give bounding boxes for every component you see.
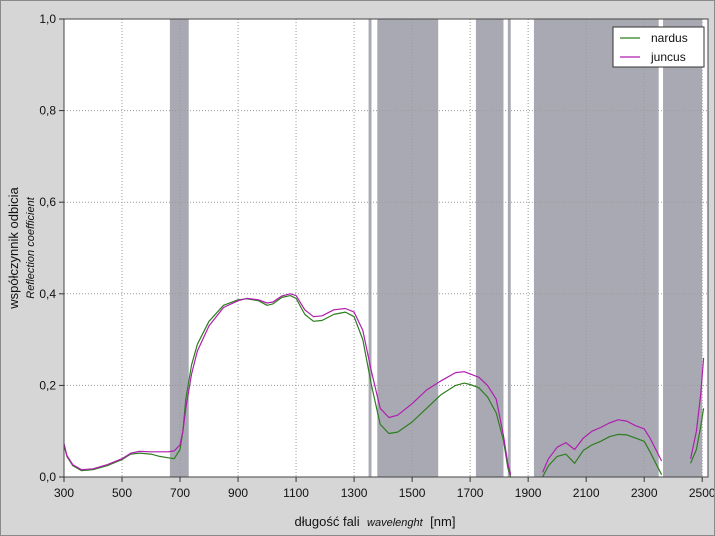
- y-tick-label-0: 0,0: [39, 470, 56, 484]
- x-axis-ticks: 300 500 700 900 1100 1300 1500 1700 1900 2100 2300…: [54, 477, 714, 500]
- y-tick-label-1: 0,2: [39, 378, 56, 392]
- y-axis-title-main: współczynnik odbicia: [6, 187, 21, 310]
- legend: nardus juncus: [612, 26, 705, 68]
- x-tick-label-1900: 1900: [515, 486, 542, 500]
- legend-label-nardus: nardus: [651, 31, 688, 45]
- shaded-band-3: [475, 19, 504, 477]
- series-line-juncus-0: [63, 293, 512, 475]
- x-axis-title: długość fali wavelenght [nm]: [295, 513, 456, 530]
- plot-border: [63, 18, 709, 478]
- shaded-band-5: [533, 19, 659, 477]
- x-axis-title-main: długość fali: [295, 514, 360, 529]
- y-tick-label-2: 0,4: [39, 287, 56, 301]
- legend-label-juncus: juncus: [650, 50, 686, 64]
- series-line-nardus-2: [690, 408, 705, 464]
- x-tick-label-300: 300: [54, 486, 74, 500]
- shaded-band-2: [377, 19, 439, 477]
- x-tick-label-900: 900: [228, 486, 248, 500]
- series-lines: [63, 293, 705, 478]
- x-tick-label-700: 700: [170, 486, 190, 500]
- shaded-band-4: [507, 19, 511, 477]
- x-axis-title-unit: [nm]: [430, 514, 455, 529]
- y-axis-ticks: 0,0 0,2 0,4 0,6 0,8 1,0: [39, 12, 64, 484]
- series-line-nardus-1: [542, 433, 663, 478]
- y-axis-title-italic: Reflection coefficient: [25, 196, 37, 298]
- x-tick-label-2100: 2100: [573, 486, 600, 500]
- y-tick-label-5: 1,0: [39, 12, 56, 26]
- x-axis-title-italic: wavelenght: [367, 517, 424, 529]
- legend-box: [612, 26, 705, 68]
- x-tick-label-500: 500: [112, 486, 132, 500]
- series-line-juncus-2: [690, 357, 705, 459]
- shaded-band-0: [169, 19, 189, 477]
- x-tick-label-2500: 2500: [689, 486, 714, 500]
- x-tick-label-2300: 2300: [631, 486, 658, 500]
- x-tick-label-1300: 1300: [341, 486, 368, 500]
- x-tick-label-1700: 1700: [457, 486, 484, 500]
- series-line-juncus-1: [542, 419, 663, 473]
- y-tick-label-4: 0,8: [39, 104, 56, 118]
- x-tick-label-1500: 1500: [399, 486, 426, 500]
- y-tick-label-3: 0,6: [39, 195, 56, 209]
- grid-lines: [64, 19, 708, 477]
- shaded-band-1: [368, 19, 372, 477]
- series-line-nardus-0: [63, 295, 512, 478]
- x-tick-label-1100: 1100: [283, 486, 309, 500]
- shaded-band-6: [663, 19, 703, 477]
